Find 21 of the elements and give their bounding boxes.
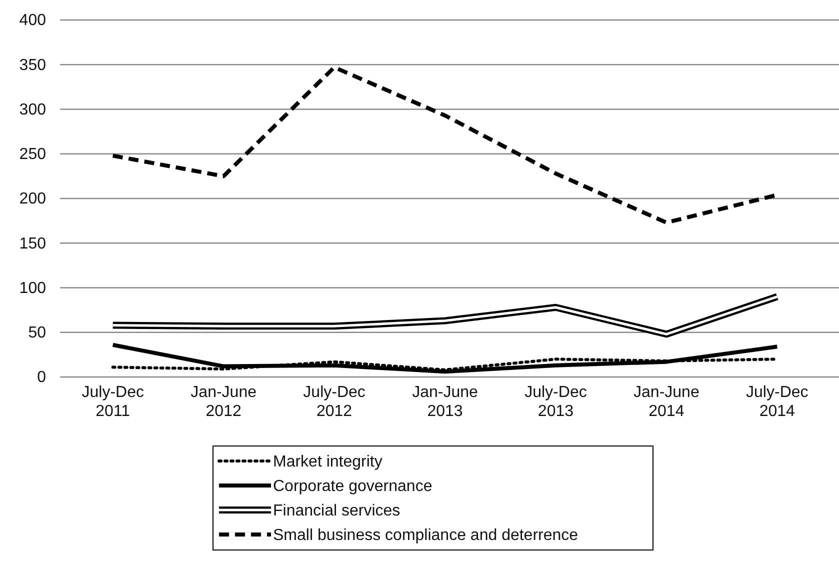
y-tick-label: 200 [19,190,46,208]
x-tick-label: July-Dec 2014 [746,384,808,420]
y-tick-label: 150 [19,235,46,252]
y-tick-label: 50 [28,324,46,342]
legend-label: Market integrity [273,454,382,470]
legend-label: Small business compliance and deterrence [273,527,578,544]
y-tick-label: 400 [19,12,46,30]
y-tick-label: 250 [19,146,46,163]
x-tick-label: Jan-June 2013 [412,384,478,420]
y-tick-label: 0 [37,369,46,386]
x-tick-label: July-Dec 2012 [303,384,366,420]
x-tick-label: July-Dec 2011 [82,384,144,420]
x-tick-label: Jan-June 2012 [190,384,257,420]
x-tick-label: July-Dec 2013 [524,384,587,420]
y-tick-label: 300 [19,101,46,118]
legend-label: Corporate governance [273,478,432,495]
y-tick-label: 350 [19,56,46,74]
legend-label: Financial services [273,502,400,520]
y-tick-label: 100 [19,280,46,297]
line-series [110,342,780,374]
x-tick-label: Jan-June 2014 [634,384,700,420]
